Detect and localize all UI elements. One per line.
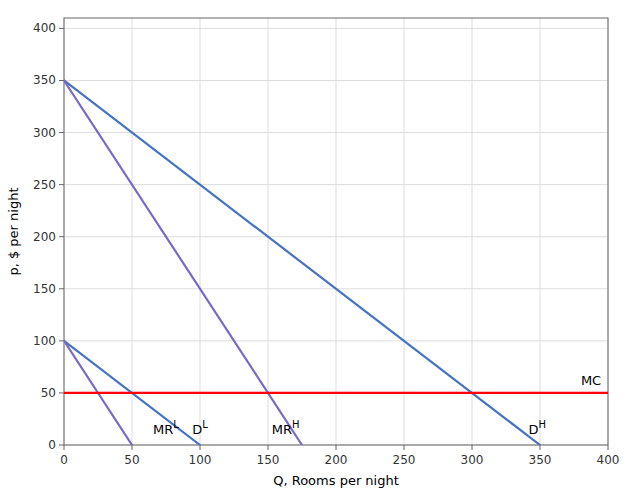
x-axis-label: Q, Rooms per night <box>273 473 399 488</box>
x-tick-label: 150 <box>257 453 280 467</box>
x-tick <box>404 445 405 450</box>
chart: 0 50 100 150 200 250 300 350 400 0 50 100 150 200 250 3… <box>0 0 630 497</box>
line <box>64 392 608 394</box>
y-tick <box>59 184 64 185</box>
x-tick-label: 0 <box>60 453 68 467</box>
annotation-text: MR <box>272 422 292 437</box>
x-tick-label: 50 <box>124 453 139 467</box>
annotation-text: MC <box>581 373 601 388</box>
y-tick-label: 50 <box>41 386 56 400</box>
annotations: MRLDLMRHDHMC <box>153 373 601 437</box>
grid-line <box>64 184 608 185</box>
grid-line <box>540 18 541 445</box>
grid-line <box>64 80 608 81</box>
y-tick <box>59 80 64 81</box>
annotation-sup: L <box>173 419 179 430</box>
y-tick <box>59 28 64 29</box>
x-tick <box>336 445 337 450</box>
x-tick-label: 350 <box>529 453 552 467</box>
x-tick <box>200 445 201 450</box>
y-tick-label: 250 <box>33 178 56 192</box>
x-tick-label: 300 <box>461 453 484 467</box>
line <box>64 80 540 445</box>
x-tick <box>268 445 269 450</box>
y-tick <box>59 288 64 289</box>
annotation: DL <box>192 419 208 437</box>
y-tick-label: 0 <box>48 438 56 452</box>
x-tick <box>132 445 133 450</box>
y-tick-label: 400 <box>33 21 56 35</box>
grid-line <box>64 340 608 341</box>
annotation-text: D <box>529 422 539 437</box>
y-axis-label: p, $ per night <box>6 187 21 275</box>
x-tick <box>608 445 609 450</box>
grid-line <box>200 18 201 445</box>
x-tick-label: 250 <box>393 453 416 467</box>
line <box>64 80 302 445</box>
x-tick <box>64 445 65 450</box>
annotation-text: MR <box>153 422 173 437</box>
y-tick-label: 300 <box>33 126 56 140</box>
grid <box>64 18 608 445</box>
y-tick-label: 100 <box>33 334 56 348</box>
annotation: DH <box>529 419 547 437</box>
grid-line <box>64 236 608 237</box>
grid-line <box>64 392 608 393</box>
x-tick-label: 200 <box>325 453 348 467</box>
grid-line <box>64 28 608 29</box>
x-tick-label: 100 <box>189 453 212 467</box>
y-tick <box>59 392 64 393</box>
grid-line <box>132 18 133 445</box>
series-group <box>64 80 608 445</box>
grid-line <box>472 18 473 445</box>
y-tick <box>59 236 64 237</box>
annotation: MRL <box>153 419 179 437</box>
y-tick-label: 200 <box>33 230 56 244</box>
y-tick <box>59 340 64 341</box>
plot-frame <box>64 18 608 445</box>
grid-line <box>268 18 269 445</box>
annotation-sup: H <box>292 419 300 430</box>
x-tick <box>540 445 541 450</box>
annotation-sup: L <box>202 419 208 430</box>
y-tick <box>59 445 64 446</box>
annotation: MRH <box>272 419 300 437</box>
grid-line <box>404 18 405 445</box>
grid-line <box>64 132 608 133</box>
axes: 0 50 100 150 200 250 300 350 400 0 50 100 150 200 250 3… <box>33 21 619 467</box>
y-tick-label: 150 <box>33 282 56 296</box>
annotation-text: D <box>192 422 202 437</box>
y-tick-label: 350 <box>33 73 56 87</box>
grid-line <box>336 18 337 445</box>
x-tick-label: 400 <box>597 453 620 467</box>
annotation-sup: H <box>539 419 547 430</box>
x-tick <box>472 445 473 450</box>
annotation: MC <box>581 373 601 388</box>
y-tick <box>59 132 64 133</box>
